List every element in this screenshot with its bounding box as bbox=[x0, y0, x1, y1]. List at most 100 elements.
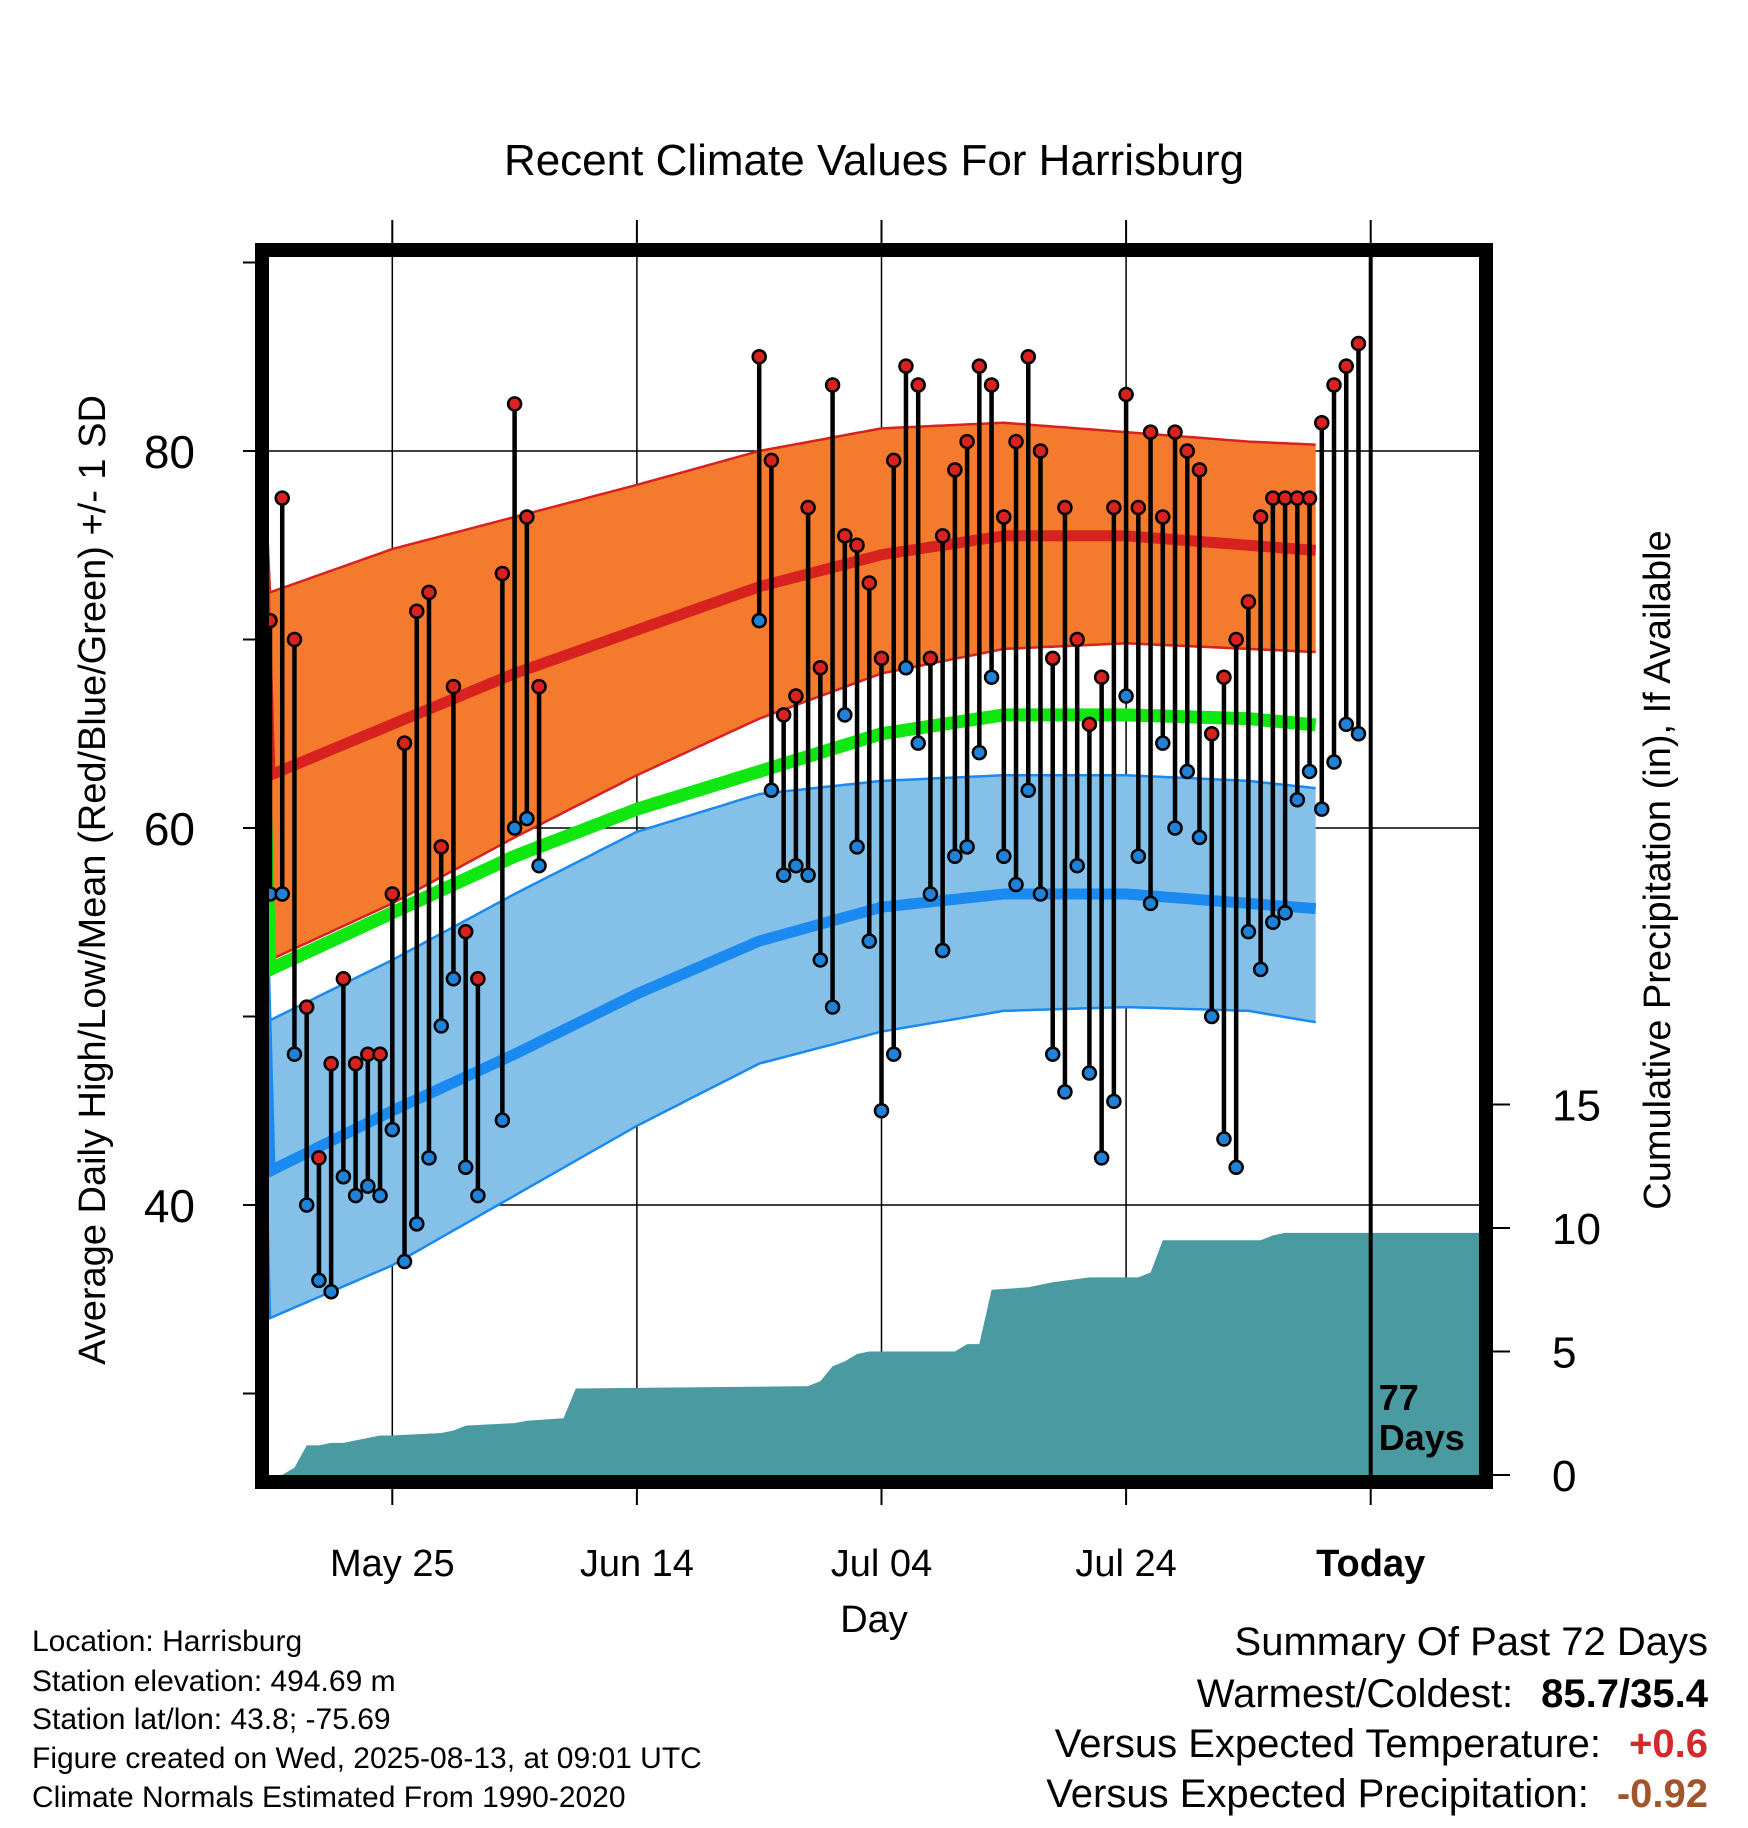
daily-high-point bbox=[800, 499, 816, 516]
daily-low-point bbox=[433, 1018, 449, 1034]
y-axis-label: Average Daily High/Low/Mean (Red/Blue/Gr… bbox=[72, 395, 114, 1365]
daily-high-point bbox=[1338, 358, 1354, 374]
daily-high-point bbox=[775, 707, 792, 723]
daily-low-point bbox=[751, 612, 767, 629]
location-text: Location: Harrisburg bbox=[32, 1625, 303, 1658]
daily-low-point bbox=[1240, 923, 1257, 940]
daily-low-point bbox=[445, 971, 462, 987]
daily-high-point bbox=[1326, 377, 1342, 393]
daily-high-point bbox=[298, 999, 315, 1015]
daily-low-point bbox=[1338, 716, 1354, 733]
daily-high-point bbox=[1179, 443, 1195, 459]
daily-low-point bbox=[971, 744, 988, 761]
daily-low-point bbox=[1179, 763, 1195, 780]
daily-high-point bbox=[763, 452, 780, 469]
daily-low-point bbox=[396, 1253, 413, 1270]
warmest-label: Warmest/Coldest: bbox=[1196, 1672, 1514, 1716]
x-tick-label: Jul 24 bbox=[1075, 1543, 1176, 1585]
daily-low-point bbox=[1032, 886, 1049, 902]
daily-low-point bbox=[947, 848, 963, 865]
daily-low-point bbox=[1350, 726, 1367, 742]
daily-high-point bbox=[1203, 726, 1220, 742]
daily-low-point bbox=[922, 886, 939, 902]
daily-low-point bbox=[763, 782, 780, 799]
daily-low-point bbox=[910, 735, 926, 751]
daily-high-point bbox=[1020, 349, 1037, 365]
x-tick-label: May 25 bbox=[330, 1543, 455, 1585]
daily-low-point bbox=[775, 867, 792, 883]
daily-low-point bbox=[531, 857, 547, 874]
daily-high-point bbox=[1032, 443, 1049, 459]
daily-high-point bbox=[934, 528, 951, 544]
daily-high-point bbox=[1252, 509, 1269, 525]
daily-high-point bbox=[1081, 716, 1098, 733]
daily-low-point bbox=[1069, 857, 1085, 874]
daily-low-point bbox=[1191, 829, 1208, 846]
daily-high-point bbox=[1008, 433, 1024, 450]
daily-low-point bbox=[274, 886, 290, 902]
daily-high-point bbox=[494, 565, 511, 582]
daily-high-point bbox=[470, 971, 486, 987]
daily-low-point bbox=[421, 1150, 437, 1166]
daily-high-point bbox=[1057, 499, 1073, 516]
daily-high-point bbox=[1106, 499, 1122, 516]
daily-high-point bbox=[824, 377, 841, 393]
daily-low-point bbox=[1044, 1046, 1061, 1062]
daily-low-point bbox=[983, 669, 1000, 685]
daily-high-point bbox=[971, 358, 988, 374]
daily-low-point bbox=[1008, 876, 1024, 893]
daily-low-point bbox=[323, 1283, 339, 1300]
warmest-value: 85.7/35.4 bbox=[1541, 1672, 1708, 1716]
daily-high-point bbox=[788, 688, 804, 704]
daily-high-point bbox=[396, 735, 413, 751]
y-tick-label: 40 bbox=[144, 1180, 195, 1232]
daily-high-point bbox=[1093, 669, 1110, 685]
x-tick-label: Jul 04 bbox=[831, 1543, 932, 1585]
daily-high-point bbox=[1240, 594, 1257, 610]
daily-high-point bbox=[421, 584, 437, 601]
plot-content bbox=[262, 335, 1486, 1475]
daily-high-point bbox=[1301, 490, 1318, 506]
daily-high-point bbox=[384, 886, 401, 902]
daily-low-point bbox=[1265, 914, 1281, 930]
daily-low-point bbox=[1326, 754, 1342, 770]
daily-low-point bbox=[286, 1046, 303, 1062]
daily-low-point bbox=[1020, 782, 1037, 799]
x-axis-label: Day bbox=[840, 1599, 908, 1641]
elevation-text: Station elevation: 494.69 m bbox=[32, 1665, 396, 1698]
daily-low-point bbox=[311, 1272, 327, 1289]
daily-high-point bbox=[1069, 631, 1085, 648]
daily-low-point bbox=[1106, 1093, 1122, 1110]
daily-high-point bbox=[409, 603, 425, 619]
temp-anomaly-label: Versus Expected Temperature: bbox=[1054, 1722, 1602, 1766]
daily-low-point bbox=[1289, 791, 1306, 808]
daily-high-point bbox=[751, 349, 767, 365]
daily-low-point bbox=[1130, 848, 1147, 865]
daily-high-point bbox=[1191, 462, 1208, 478]
daily-low-point bbox=[1216, 1131, 1232, 1147]
daily-low-point bbox=[470, 1187, 486, 1204]
daily-high-point bbox=[947, 462, 963, 478]
y-tick-label: 60 bbox=[144, 803, 195, 855]
normals-text: Climate Normals Estimated From 1990-2020 bbox=[32, 1781, 626, 1814]
summary-title: Summary Of Past 72 Days bbox=[1234, 1620, 1708, 1664]
daily-high-point bbox=[1155, 509, 1171, 525]
daily-high-point bbox=[433, 839, 449, 855]
x-tick-label: Jun 14 bbox=[580, 1543, 694, 1585]
daily-high-point bbox=[1228, 631, 1244, 648]
daily-high-point bbox=[959, 433, 975, 450]
daily-high-point bbox=[885, 452, 902, 469]
daily-low-point bbox=[849, 839, 865, 855]
daily-low-point bbox=[372, 1187, 388, 1204]
y2-tick-label: 0 bbox=[1552, 1452, 1576, 1501]
daily-high-point bbox=[531, 678, 547, 695]
latlon-text: Station lat/lon: 43.8; -75.69 bbox=[32, 1703, 391, 1736]
daily-low-point bbox=[1057, 1084, 1073, 1100]
y-tick-label: 80 bbox=[144, 426, 195, 478]
today-days-label: Days bbox=[1379, 1417, 1465, 1458]
daily-high-point bbox=[873, 650, 890, 667]
daily-low-point bbox=[1314, 801, 1330, 817]
daily-high-point bbox=[274, 490, 290, 506]
